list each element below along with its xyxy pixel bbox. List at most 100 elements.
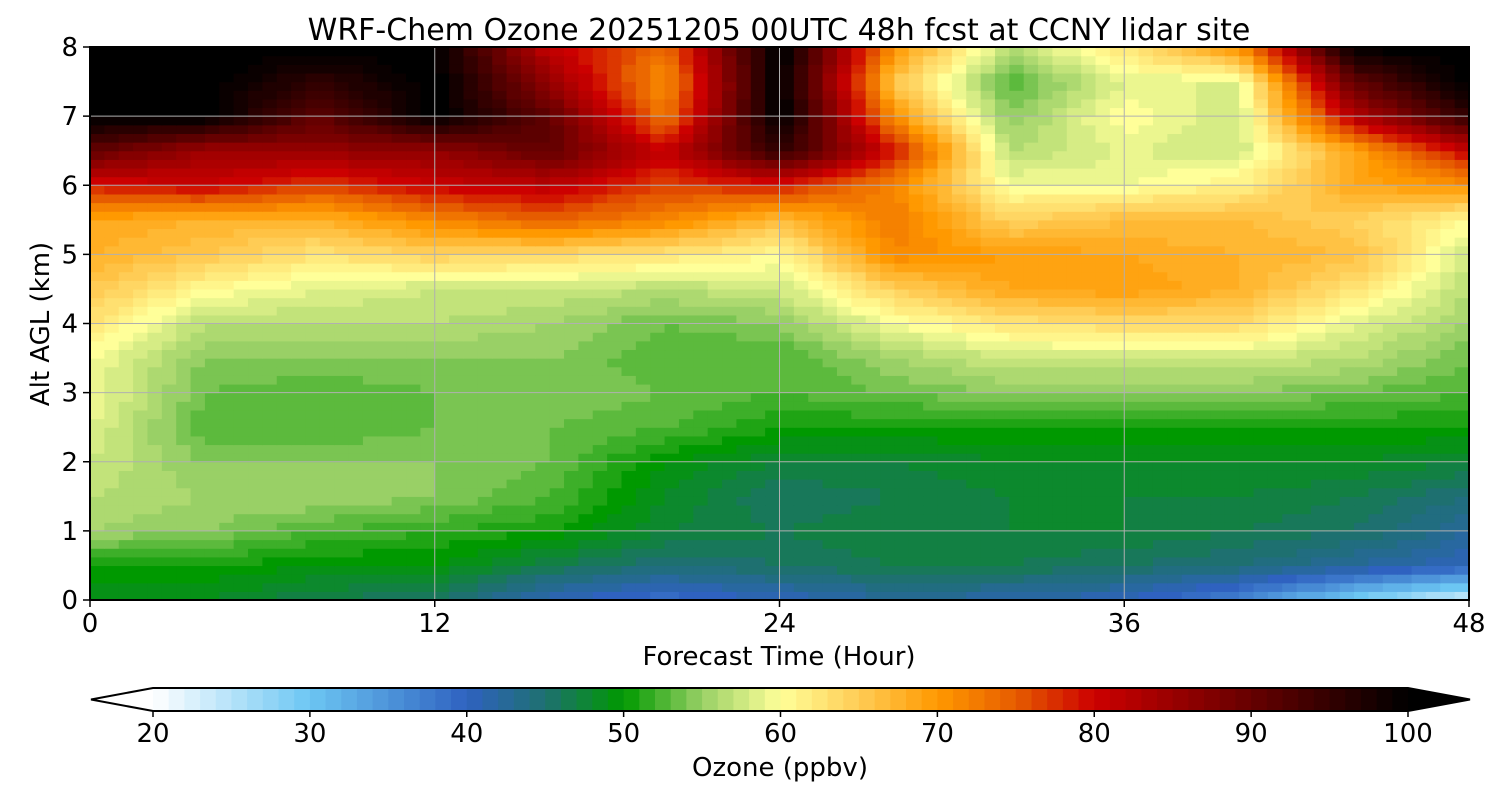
heatmap-cell [248, 522, 263, 532]
heatmap-cell [564, 288, 579, 299]
heatmap-cell [1454, 228, 1470, 238]
heatmap-cell [1081, 211, 1097, 221]
heatmap-cell [463, 254, 479, 264]
heatmap-cell [118, 340, 134, 351]
heatmap-cell [1038, 228, 1054, 238]
heatmap-cell [1210, 470, 1226, 480]
heatmap-cell [851, 254, 867, 264]
heatmap-cell [851, 288, 867, 299]
heatmap-cell [147, 375, 163, 385]
heatmap-cell [1009, 522, 1025, 532]
heatmap-cell [334, 392, 350, 402]
heatmap-cell [793, 470, 809, 480]
heatmap-cell [1253, 176, 1269, 186]
heatmap-cell [348, 401, 364, 411]
heatmap-cell [1325, 176, 1341, 186]
heatmap-cell [836, 193, 852, 204]
heatmap-cell [707, 219, 723, 230]
heatmap-cell [1411, 306, 1427, 316]
heatmap-cell [765, 358, 781, 368]
heatmap-cell [1339, 487, 1355, 497]
heatmap-cell [635, 522, 651, 532]
heatmap-cell [1124, 392, 1140, 402]
heatmap-cell [219, 565, 235, 575]
heatmap-cell [1239, 470, 1255, 480]
heatmap-cell [793, 254, 809, 264]
heatmap-cell [635, 444, 651, 454]
heatmap-cell [1109, 496, 1125, 506]
heatmap-cell [1095, 202, 1111, 212]
heatmap-cell [362, 530, 378, 541]
heatmap-cell [406, 401, 421, 411]
heatmap-cell [1440, 202, 1456, 212]
heatmap-cell [951, 263, 967, 273]
heatmap-cell [564, 211, 579, 221]
heatmap-cell [779, 271, 795, 281]
heatmap-cell [994, 314, 1010, 325]
heatmap-cell [104, 487, 120, 497]
heatmap-cell [1425, 435, 1441, 446]
heatmap-cell [793, 280, 809, 290]
heatmap-cell [506, 470, 522, 480]
heatmap-cell [1397, 332, 1413, 342]
heatmap-cell [147, 193, 163, 204]
heatmap-cell [1397, 176, 1413, 186]
heatmap-cell [406, 263, 421, 273]
heatmap-cell [147, 435, 163, 446]
heatmap-cell [592, 358, 608, 368]
heatmap-cell [1325, 427, 1341, 437]
heatmap-cell [1239, 375, 1255, 385]
heatmap-cell [880, 349, 896, 359]
heatmap-cell [406, 435, 421, 446]
heatmap-cell [1081, 280, 1097, 290]
heatmap-cell [305, 392, 321, 402]
heatmap-cell [966, 504, 982, 515]
heatmap-cell [1253, 539, 1269, 549]
heatmap-cell [492, 392, 508, 402]
heatmap-cell [707, 444, 723, 454]
heatmap-cell [1325, 444, 1341, 454]
heatmap-cell [865, 167, 881, 178]
heatmap-cell [765, 314, 781, 325]
heatmap-cell [492, 496, 508, 506]
heatmap-cell [219, 513, 235, 523]
heatmap-cell [219, 280, 235, 290]
heatmap-cell [736, 383, 752, 394]
heatmap-cell [233, 193, 249, 204]
heatmap-cell [923, 435, 939, 446]
heatmap-cell [1440, 522, 1456, 532]
heatmap-cell [980, 548, 996, 558]
heatmap-cell [1425, 349, 1441, 359]
heatmap-cell [1081, 219, 1097, 230]
heatmap-cell [621, 185, 637, 195]
heatmap-cell [1038, 263, 1054, 273]
heatmap-cell [1440, 306, 1456, 316]
heatmap-cell [535, 271, 551, 281]
heatmap-cell [1124, 513, 1140, 523]
heatmap-cell [894, 159, 910, 169]
heatmap-cell [1038, 211, 1054, 221]
heatmap-cell [1095, 409, 1111, 420]
heatmap-cell [1152, 461, 1168, 471]
heatmap-cell [348, 288, 364, 299]
heatmap-cell [1023, 409, 1039, 420]
heatmap-cell [1224, 202, 1240, 212]
heatmap-cell [1425, 280, 1441, 290]
heatmap-cell [248, 392, 263, 402]
heatmap-cell [463, 219, 479, 230]
heatmap-cell [248, 297, 263, 307]
heatmap-cell [779, 444, 795, 454]
heatmap-cell [1152, 435, 1168, 446]
heatmap-cell [722, 288, 737, 299]
heatmap-cell [1310, 427, 1326, 437]
heatmap-cell [750, 548, 766, 558]
heatmap-cell [190, 444, 206, 454]
heatmap-cell [707, 271, 723, 281]
heatmap-cell [147, 219, 163, 230]
heatmap-cell [836, 332, 852, 342]
heatmap-cell [549, 332, 565, 342]
heatmap-cell [908, 513, 924, 523]
heatmap-cell [1368, 228, 1384, 238]
heatmap-cell [1124, 245, 1140, 255]
heatmap-cell [836, 202, 852, 212]
